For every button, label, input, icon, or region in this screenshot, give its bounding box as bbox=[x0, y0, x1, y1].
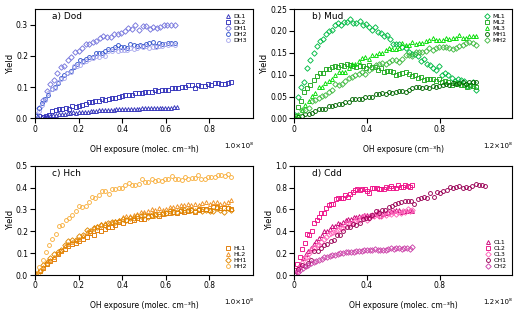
Y-axis label: Yield: Yield bbox=[6, 54, 15, 74]
X-axis label: OH exposure (molec. cm⁻³h): OH exposure (molec. cm⁻³h) bbox=[90, 145, 198, 154]
Legend: HL1, HL2, HH1, HH2: HL1, HL2, HH1, HH2 bbox=[224, 245, 248, 270]
Text: d) Cdd: d) Cdd bbox=[312, 169, 342, 178]
Text: b) Mud: b) Mud bbox=[312, 12, 343, 21]
Text: c) Hch: c) Hch bbox=[52, 169, 81, 178]
Text: 1.0×10⁸: 1.0×10⁸ bbox=[224, 299, 253, 305]
Y-axis label: Yield: Yield bbox=[260, 54, 269, 74]
Text: 1.0×10⁸: 1.0×10⁸ bbox=[224, 143, 253, 149]
Text: 1.2×10⁸: 1.2×10⁸ bbox=[484, 299, 512, 305]
Y-axis label: Yield: Yield bbox=[6, 210, 15, 230]
X-axis label: OH exposure (molec. cm⁻³h): OH exposure (molec. cm⁻³h) bbox=[90, 301, 198, 310]
Legend: ML1, ML2, ML3, MH1, MH2: ML1, ML2, ML3, MH1, MH2 bbox=[482, 13, 507, 44]
Legend: DL1, DL2, DH1, DH2, DH3: DL1, DL2, DH1, DH2, DH3 bbox=[224, 13, 248, 44]
X-axis label: OH exposure (cm⁻³h): OH exposure (cm⁻³h) bbox=[363, 145, 444, 154]
Y-axis label: Yield: Yield bbox=[265, 210, 274, 230]
X-axis label: OH exposure (molec. cm⁻³h): OH exposure (molec. cm⁻³h) bbox=[349, 301, 458, 310]
Text: a) Dod: a) Dod bbox=[52, 12, 82, 21]
Legend: CL1, CL2, CL3, CH1, CH2: CL1, CL2, CL3, CH1, CH2 bbox=[483, 239, 507, 270]
Text: 1.2×10⁸: 1.2×10⁸ bbox=[484, 143, 512, 149]
